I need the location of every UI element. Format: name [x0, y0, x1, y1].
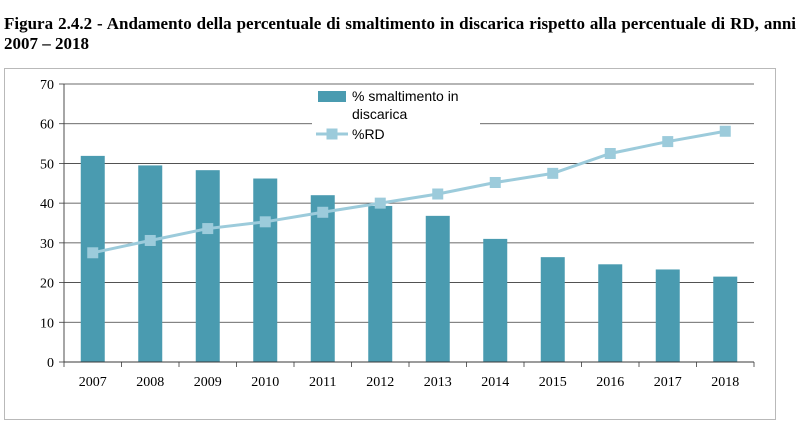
- rd-marker: [604, 148, 616, 159]
- y-tick-label: 70: [40, 78, 54, 93]
- y-tick-label: 40: [40, 197, 54, 212]
- rd-marker: [202, 223, 214, 235]
- bar: [425, 215, 450, 362]
- y-tick-label: 30: [40, 237, 54, 252]
- x-tick-label: 2012: [366, 375, 394, 390]
- bar: [138, 165, 163, 362]
- axes: [59, 83, 755, 367]
- bar: [310, 195, 335, 362]
- x-tick-label: 2007: [79, 375, 107, 390]
- legend-label-bar: % smaltimento in discarica: [352, 88, 459, 122]
- rd-marker: [432, 188, 444, 200]
- bar: [540, 257, 565, 362]
- x-tick-label: 2015: [539, 375, 567, 390]
- bar: [195, 170, 220, 362]
- rd-marker: [144, 234, 156, 246]
- x-tick-label: 2014: [481, 375, 509, 390]
- y-tick-label: 50: [40, 157, 54, 172]
- bar-series: [80, 155, 738, 362]
- line-series: [87, 125, 731, 259]
- x-tick-label: 2009: [194, 375, 222, 390]
- legend-swatch-bar: [318, 91, 346, 102]
- rd-marker: [374, 197, 386, 209]
- x-tick-label: 2018: [711, 375, 739, 390]
- legend: % smaltimento in discarica %RD: [312, 86, 480, 148]
- bar: [598, 264, 623, 362]
- x-tick-label: 2013: [424, 375, 452, 390]
- rd-marker: [259, 216, 271, 228]
- y-tick-label: 0: [47, 356, 54, 371]
- x-tick-label: 2008: [136, 375, 164, 390]
- rd-marker: [719, 125, 731, 137]
- x-tick-label: 2011: [309, 375, 336, 390]
- rd-line: [92, 129, 726, 255]
- x-tick-label: 2010: [251, 375, 279, 390]
- rd-marker: [547, 167, 559, 179]
- bar: [368, 205, 393, 362]
- bar: [655, 269, 680, 362]
- bar: [253, 178, 278, 362]
- legend-swatch-marker: [326, 128, 338, 140]
- rd-marker: [317, 206, 329, 218]
- rd-marker: [87, 247, 99, 259]
- figure-caption: Figura 2.4.2 - Andamento della percentua…: [4, 14, 796, 53]
- bar: [80, 155, 105, 362]
- tick-labels: 0 10 20 30 40 50 60 70 2007 2008 2009 2010 2011 2012 2…: [40, 78, 739, 390]
- y-tick-label: 10: [40, 316, 54, 331]
- chart-frame: [4, 68, 776, 420]
- x-tick-label: 2016: [596, 375, 624, 390]
- y-tick-label: 60: [40, 118, 54, 133]
- rd-marker: [489, 176, 501, 188]
- bar: [713, 276, 738, 362]
- rd-marker: [662, 136, 674, 148]
- legend-label-line: %RD: [352, 126, 385, 142]
- y-tick-label: 20: [40, 277, 54, 292]
- x-tick-label: 2017: [654, 375, 682, 390]
- bar: [483, 238, 508, 362]
